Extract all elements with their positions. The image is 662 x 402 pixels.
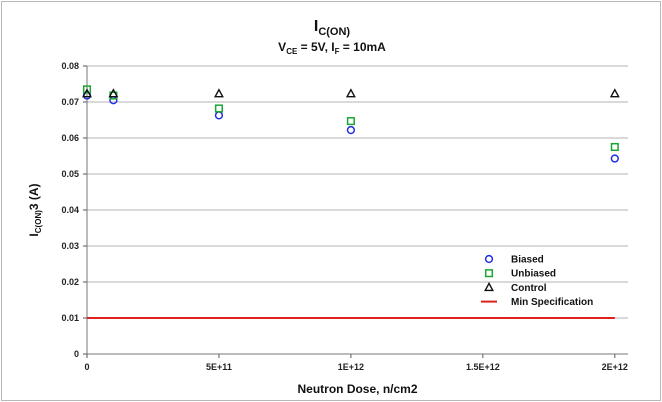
point-unbiased [214,104,224,113]
x-tick-label: 1.5E+12 [466,362,500,372]
legend-swatch-unbiased [484,269,494,278]
point-control [609,88,620,98]
x-tick-label: 0 [84,362,89,372]
y-tick-label: 0 [74,349,79,359]
point-biased [610,154,619,163]
legend-label-control: Control [511,283,547,294]
x-axis-title: Neutron Dose, n/cm2 [297,382,417,396]
point-unbiased [82,85,92,94]
point-control [108,88,119,98]
chart-subtitle: VCE = 5V, IF = 10mA [278,40,386,56]
point-biased [346,125,356,135]
legend-swatch-biased [484,254,494,264]
legend: Biased Unbiased Control Min Specification [481,254,593,308]
x-tick-label: 2E+12 [602,362,628,372]
legend-label-min-specification: Min Specification [511,297,593,308]
point-unbiased [610,142,619,152]
y-tick-label: 0.06 [61,133,79,143]
point-control [82,88,92,98]
point-control [213,88,224,98]
legend-label-unbiased: Unbiased [511,269,556,280]
y-tick-label: 0.04 [61,205,79,215]
y-tick-label: 0.02 [61,277,79,287]
y-tick-label: 0.03 [61,241,79,251]
legend-swatch-control [484,281,494,292]
x-tick-label: 5E+11 [206,362,232,372]
y-tick-label: 0.08 [61,61,79,71]
y-tick-label: 0.01 [61,313,79,323]
chart-title: IC(ON) [314,18,351,38]
y-tick-label: 0.07 [61,97,79,107]
y-tick-label: 0.05 [61,169,79,179]
y-axis-title: IC(ON)3 (A) [27,183,43,236]
x-tick-label: 1E+12 [338,362,364,372]
point-unbiased [346,117,355,126]
legend-label-biased: Biased [511,255,544,266]
point-control [345,88,356,98]
